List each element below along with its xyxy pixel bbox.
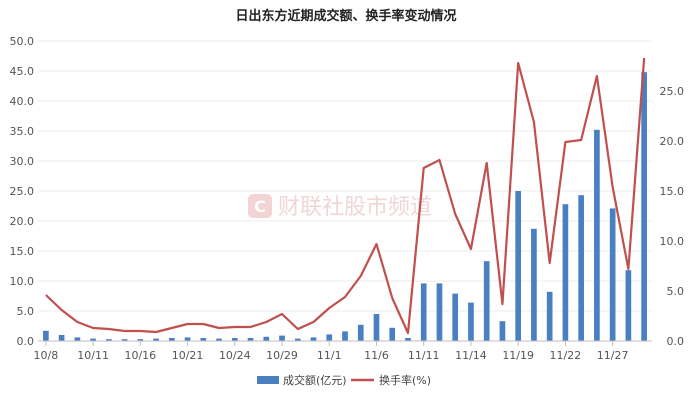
bar: [578, 195, 584, 341]
bar: [468, 302, 474, 341]
y-left-tick-label: 25.0: [10, 185, 35, 198]
legend-bar-swatch: [257, 376, 279, 384]
legend: 成交额(亿元) 换手率(%): [257, 373, 431, 387]
y-left-tick-label: 50.0: [10, 35, 35, 48]
bar: [231, 338, 238, 341]
bar: [310, 337, 317, 341]
bar: [121, 339, 128, 341]
y-left-tick-label: 0.0: [17, 335, 35, 348]
y-left-tick-label: 40.0: [10, 95, 35, 108]
y-axis-left: 0.0 5.0 10.0 15.0 20.0 25.0 30.0 35.0 40.0 45.0 50…: [10, 35, 35, 348]
bar: [373, 314, 380, 341]
bar: [389, 327, 396, 341]
bar: [326, 334, 333, 341]
y-right-tick-label: 20.0: [660, 135, 685, 148]
x-tick-label: 11/11: [408, 349, 440, 362]
bar: [200, 338, 207, 341]
watermark-logo-icon: [248, 194, 272, 218]
bar: [357, 324, 364, 341]
chart-title: 日出东方近期成交额、换手率变动情况: [235, 8, 456, 24]
y-right-tick-label: 25.0: [660, 85, 685, 98]
bar: [515, 191, 522, 341]
line-series: [45, 57, 646, 335]
y-axis-right: 0.0 5.0 10.0 15.0 20.0 25.0: [660, 85, 685, 348]
y-right-tick-label: 15.0: [660, 185, 685, 198]
bar: [247, 338, 254, 341]
bar: [499, 321, 506, 341]
bar: [74, 337, 81, 341]
x-tick-label: 11/22: [550, 349, 582, 362]
bar: [609, 208, 616, 341]
x-tick-label: 10/24: [219, 349, 251, 362]
y-right-tick-label: 5.0: [667, 285, 685, 298]
y-left-tick-label: 5.0: [17, 305, 35, 318]
bar: [216, 338, 222, 341]
bar: [436, 283, 443, 341]
bar: [531, 228, 537, 341]
y-left-tick-label: 35.0: [10, 125, 35, 138]
x-axis: 10/8 10/11 10/16 10/21 10/24 10/29 11/1 11/6 11/…: [34, 340, 652, 362]
x-tick-label: 10/11: [77, 349, 109, 362]
y-left-tick-label: 15.0: [10, 245, 35, 258]
y-left-tick-label: 20.0: [10, 215, 35, 228]
bar: [294, 338, 301, 341]
y-right-tick-label: 0.0: [667, 335, 685, 348]
bar: [625, 270, 632, 341]
watermark-text: 财联社股市频道: [278, 195, 432, 220]
bar: [263, 336, 270, 341]
y-right-tick-label: 10.0: [660, 235, 685, 248]
bar: [153, 338, 159, 341]
watermark: C 财联社股市频道: [248, 194, 432, 220]
bar: [168, 338, 175, 341]
y-left-tick-label: 30.0: [10, 155, 35, 168]
y-left-tick-label: 45.0: [10, 65, 35, 78]
y-left-tick-label: 10.0: [10, 275, 35, 288]
bar: [594, 129, 600, 341]
watermark-logo-letter: C: [254, 197, 266, 216]
x-tick-label: 10/29: [266, 349, 298, 362]
bar-series: [43, 72, 647, 341]
bar: [137, 339, 144, 341]
x-tick-label: 11/1: [317, 349, 342, 362]
bar: [405, 338, 411, 341]
x-tick-label: 11/14: [455, 349, 487, 362]
bar: [641, 72, 647, 341]
bar: [483, 261, 490, 341]
bar: [562, 204, 569, 341]
x-tick-label: 11/19: [502, 349, 534, 362]
grid-lines: [38, 40, 652, 312]
x-tick-label: 10/21: [172, 349, 204, 362]
bar: [546, 291, 553, 341]
bar: [279, 335, 285, 341]
bar: [90, 338, 96, 341]
bar: [342, 331, 348, 341]
bar: [452, 293, 459, 341]
legend-bar-label: 成交额(亿元): [283, 373, 347, 387]
x-tick-label: 10/8: [34, 349, 59, 362]
bar: [420, 283, 427, 341]
bar: [106, 339, 112, 341]
x-tick-label: 10/16: [124, 349, 156, 362]
bar: [43, 330, 49, 341]
x-tick-label: 11/27: [597, 349, 629, 362]
legend-line-label: 换手率(%): [379, 373, 431, 387]
bar: [184, 337, 191, 341]
bar: [58, 335, 65, 341]
x-tick-label: 11/6: [364, 349, 389, 362]
